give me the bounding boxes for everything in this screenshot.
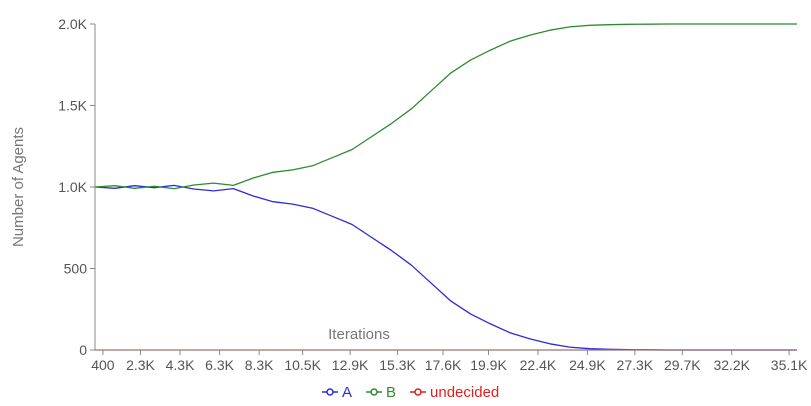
y-tick-label: 500 xyxy=(64,261,88,277)
legend-marker-icon xyxy=(414,388,422,396)
x-tick-label: 17.6K xyxy=(425,357,462,373)
x-tick-label: 10.5K xyxy=(284,357,321,373)
legend-item-a[interactable]: A xyxy=(322,384,352,401)
y-axis-title: Number of Agents xyxy=(10,127,27,247)
x-ticks: 400 2.3K 4.3K 6.3K 8.3K 10.5K 12.9K 15.3K 17.6K 1… xyxy=(91,350,808,373)
legend-item-undecided[interactable]: undecided xyxy=(410,384,499,401)
legend-marker-icon xyxy=(326,388,334,396)
x-tick-label: 400 xyxy=(91,357,115,373)
x-tick-label: 27.3K xyxy=(617,357,654,373)
x-tick-label: 8.3K xyxy=(245,357,274,373)
series-line-b xyxy=(94,23,797,190)
x-tick-label: 4.3K xyxy=(166,357,195,373)
x-tick-label: 29.7K xyxy=(664,357,701,373)
x-tick-label: 19.9K xyxy=(470,357,507,373)
y-tick-label: 0 xyxy=(79,342,87,358)
legend-label: B xyxy=(386,384,396,401)
x-tick-label: 2.3K xyxy=(126,357,155,373)
plot-lines xyxy=(94,23,797,351)
x-tick-label: 22.4K xyxy=(520,357,557,373)
y-tick-label: 1.0K xyxy=(58,179,87,195)
legend-label: A xyxy=(342,384,352,401)
x-tick-label: 24.9K xyxy=(569,357,606,373)
y-tick-label: 2.0K xyxy=(58,16,87,32)
y-ticks: 0 500 1.0K 1.5K 2.0K xyxy=(58,16,95,358)
y-tick-label: 1.5K xyxy=(58,98,87,114)
x-tick-label: 35.1K xyxy=(771,357,808,373)
x-tick-label: 12.9K xyxy=(332,357,369,373)
series-line-a xyxy=(94,184,797,351)
axes xyxy=(94,24,797,351)
x-tick-label: 15.3K xyxy=(379,357,416,373)
legend-marker-icon xyxy=(370,388,378,396)
x-tick-label: 6.3K xyxy=(205,357,234,373)
x-axis-title: Iterations xyxy=(328,326,390,343)
legend-item-b[interactable]: B xyxy=(366,384,396,401)
x-tick-label: 32.2K xyxy=(713,357,750,373)
legend-label: undecided xyxy=(430,384,499,401)
